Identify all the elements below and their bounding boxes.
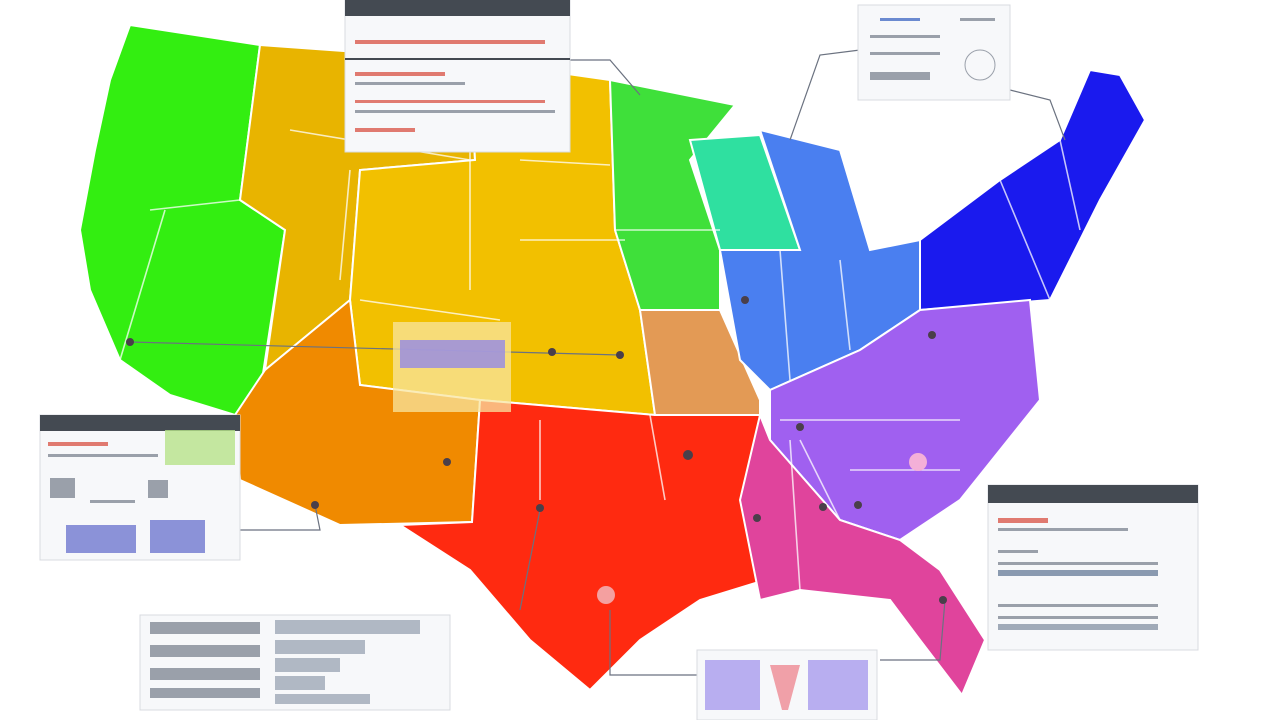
info-panel [39, 414, 241, 561]
marker [753, 514, 761, 522]
info-panel [139, 614, 451, 711]
mini-chart [705, 660, 760, 710]
marker [443, 458, 451, 466]
text-line [870, 72, 930, 80]
text-line [355, 40, 545, 44]
mini-chart [150, 520, 205, 553]
marker [741, 296, 749, 304]
panel [987, 484, 1199, 651]
text-line [355, 110, 555, 113]
bar [998, 570, 1158, 576]
text-block [148, 480, 168, 498]
text-block [150, 688, 260, 698]
marker [548, 348, 556, 356]
info-panel [696, 649, 878, 720]
marker [616, 351, 624, 359]
text-line [355, 128, 415, 132]
funnel [770, 665, 800, 710]
connector [570, 59, 641, 96]
bar [275, 676, 325, 690]
connector [609, 610, 697, 676]
info-panel [857, 4, 1011, 101]
text-line [998, 550, 1038, 553]
connectors [129, 49, 1066, 676]
text-line [48, 442, 108, 446]
rule [345, 58, 570, 60]
marker [854, 501, 862, 509]
marker [796, 423, 804, 431]
text-line [998, 616, 1158, 619]
bar [275, 640, 365, 654]
text-line [998, 562, 1158, 565]
bar [275, 658, 340, 672]
highlight [165, 430, 235, 465]
text-line [998, 604, 1158, 607]
marker [819, 503, 827, 511]
text-line [355, 82, 465, 85]
text-line [48, 454, 158, 457]
connector [1009, 89, 1066, 141]
marker [683, 450, 693, 460]
marker [536, 504, 544, 512]
text-line [90, 500, 135, 503]
mini-chart [400, 340, 505, 368]
connector [789, 49, 861, 141]
bar [998, 624, 1158, 630]
panel-header [988, 485, 1198, 503]
text-line [870, 35, 940, 38]
panel-header [345, 0, 570, 16]
connector [519, 509, 541, 611]
state-region [919, 68, 1147, 312]
info-panel [393, 322, 511, 412]
marker [597, 586, 615, 604]
marker [939, 596, 947, 604]
text-block [150, 622, 260, 634]
connector [220, 504, 321, 531]
text-block [50, 478, 75, 498]
markers [126, 296, 947, 604]
marker [928, 331, 936, 339]
text-line [355, 100, 545, 103]
gauge [964, 49, 996, 81]
text-line [880, 18, 920, 21]
mini-chart [66, 525, 136, 553]
info-panel [987, 484, 1199, 651]
marker [909, 453, 927, 471]
info-panel [344, 0, 571, 153]
panel-header [40, 415, 240, 431]
connector [129, 341, 621, 356]
text-line [998, 518, 1048, 523]
text-block [150, 668, 260, 680]
marker [311, 501, 319, 509]
bar [275, 620, 420, 634]
marker [126, 338, 134, 346]
text-line [355, 72, 445, 76]
text-line [960, 18, 995, 21]
text-line [998, 528, 1128, 531]
text-block [150, 645, 260, 657]
connector [880, 599, 946, 661]
state-region [608, 78, 737, 311]
state-region [638, 309, 761, 416]
text-line [870, 52, 940, 55]
bar [275, 694, 370, 704]
mini-chart [808, 660, 868, 710]
